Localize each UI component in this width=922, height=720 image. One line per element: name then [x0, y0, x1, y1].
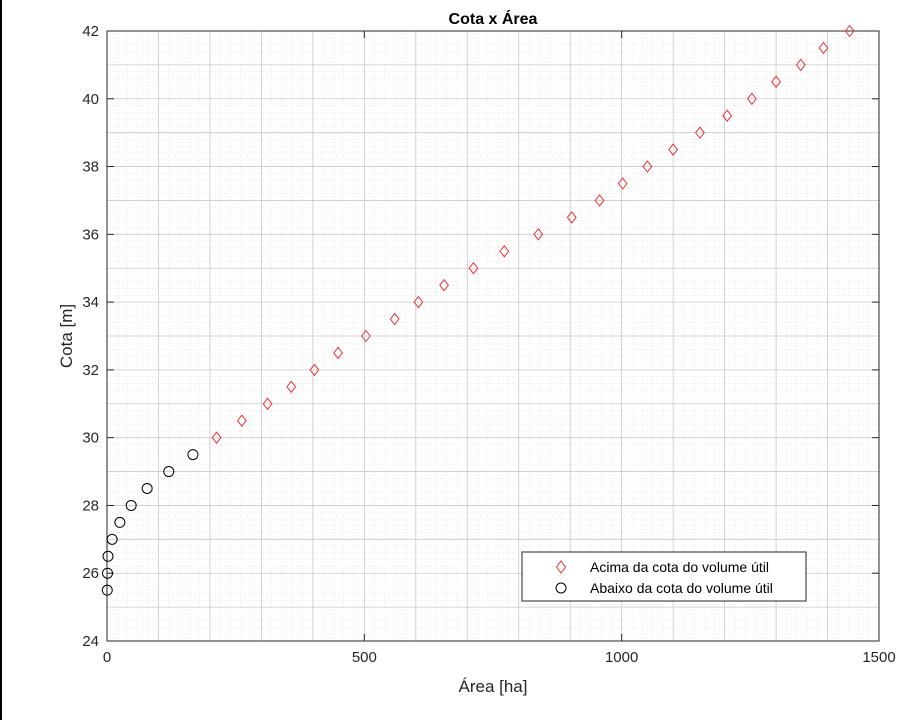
- data-point-circle: [106, 533, 118, 545]
- y-tick-label: 42: [82, 23, 99, 40]
- major-grid: [107, 31, 879, 641]
- data-point-diamond: [844, 24, 855, 38]
- data-point-diamond: [439, 278, 450, 292]
- data-point-circle: [101, 584, 113, 596]
- data-point-diamond: [746, 92, 757, 106]
- y-axis-label: Cota [m]: [57, 304, 76, 368]
- legend-diamond-icon: [555, 560, 567, 574]
- data-point-diamond: [468, 261, 479, 275]
- data-point-diamond: [694, 126, 705, 139]
- data-point-circle: [102, 567, 114, 579]
- window-edge: [0, 0, 2, 720]
- data-point-diamond: [360, 329, 371, 343]
- data-point-diamond: [389, 312, 400, 326]
- data-point-diamond: [795, 58, 806, 72]
- data-point-circle: [163, 466, 175, 478]
- data-point-diamond: [617, 177, 628, 190]
- data-point-diamond: [594, 194, 605, 207]
- y-tick-label: 40: [82, 91, 99, 108]
- y-tick-label: 36: [82, 226, 99, 243]
- y-tick-label: 32: [82, 362, 99, 379]
- legend-box: [521, 551, 807, 602]
- data-point-circle: [187, 449, 199, 461]
- axis-ticks: [106, 30, 880, 642]
- legend: Acima da cota do volume útil Abaixo da c…: [521, 551, 807, 602]
- y-tick-label: 26: [82, 565, 99, 582]
- data-point-diamond: [642, 160, 653, 173]
- data-point-circle: [125, 499, 137, 511]
- data-point-diamond: [818, 41, 829, 55]
- data-point-circle: [102, 550, 114, 562]
- data-point-circle: [141, 483, 153, 494]
- data-point-diamond: [533, 228, 544, 241]
- data-point-circle: [114, 516, 126, 528]
- x-axis-label: Área [ha]: [459, 677, 528, 696]
- y-tick-label: 24: [82, 633, 99, 650]
- data-point-diamond: [499, 244, 510, 258]
- x-tick-label: 1500: [862, 649, 895, 666]
- data-point-diamond: [333, 346, 344, 360]
- x-tick-label: 1000: [605, 649, 638, 666]
- legend-label-acima: Acima da cota do volume útil: [590, 559, 769, 575]
- data-markers: [101, 24, 855, 596]
- y-tick-labels: 24 26 28 30 32 34 36 38 40 42: [82, 23, 99, 650]
- data-point-diamond: [413, 295, 424, 309]
- data-point-diamond: [286, 380, 297, 394]
- x-tick-label: 0: [103, 649, 111, 666]
- x-tick-label: 500: [352, 649, 377, 666]
- data-point-diamond: [668, 143, 679, 156]
- data-point-diamond: [211, 431, 222, 444]
- axes-box: [106, 30, 880, 642]
- y-tick-label: 28: [82, 497, 99, 514]
- y-tick-label: 30: [82, 430, 99, 447]
- chart-title: Cota x Área: [449, 9, 538, 28]
- y-tick-label: 38: [82, 159, 99, 176]
- data-point-diamond: [771, 75, 782, 89]
- y-tick-label: 34: [82, 294, 99, 311]
- x-tick-labels: 0 500 1000 1500: [103, 649, 896, 666]
- data-point-diamond: [236, 414, 247, 428]
- legend-label-abaixo: Abaixo da cota do volume útil: [590, 580, 773, 596]
- data-point-diamond: [262, 397, 273, 411]
- data-point-diamond: [566, 211, 577, 224]
- data-point-diamond: [309, 363, 320, 377]
- legend-circle-icon: [555, 582, 567, 594]
- data-point-diamond: [722, 109, 733, 123]
